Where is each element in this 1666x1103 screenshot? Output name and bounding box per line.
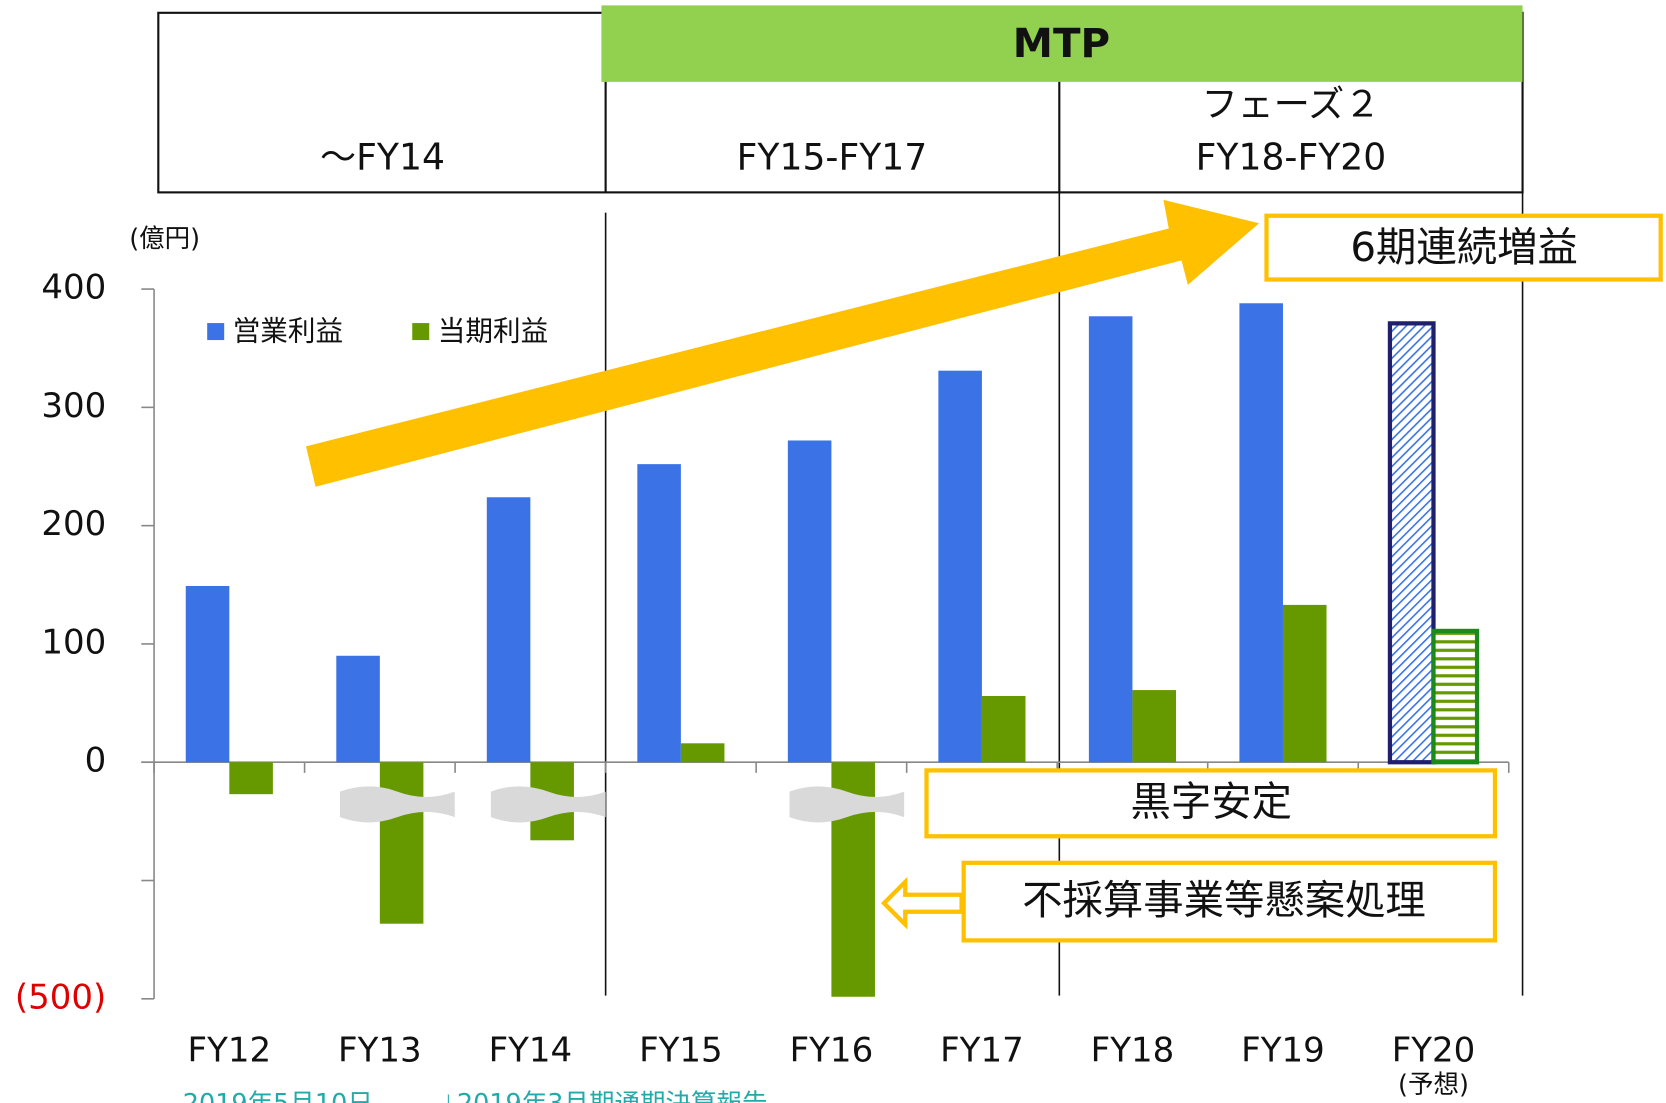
bar <box>1282 604 1327 763</box>
bar <box>1431 628 1480 765</box>
axis-break <box>340 786 905 823</box>
x-tick-label: FY13 <box>338 1030 422 1070</box>
y-unit: (億円) <box>129 224 200 254</box>
bar <box>981 695 1026 763</box>
bar <box>185 585 230 763</box>
x-tick-label: FY12 <box>188 1030 272 1070</box>
bar <box>486 497 531 763</box>
annotation-box <box>961 860 1498 943</box>
bar <box>1088 316 1133 763</box>
annotation: 黒字安定 <box>1131 778 1292 825</box>
header-title: MTP <box>1013 20 1110 67</box>
bar <box>229 762 273 795</box>
bar <box>1387 321 1436 765</box>
y-tick-label: 200 <box>41 504 106 544</box>
bar <box>938 370 982 763</box>
bar <box>637 464 681 763</box>
x-tick-label: FY14 <box>489 1030 573 1070</box>
legend-swatch <box>207 323 225 341</box>
period-label: 〜FY14 <box>320 135 445 178</box>
period-label: FY18-FY20 <box>1196 135 1387 178</box>
annotation-box <box>924 768 1498 839</box>
y-tick-label: 400 <box>41 268 106 308</box>
annotation: 不採算事業等懸案処理 <box>1022 877 1426 924</box>
bar <box>1239 303 1283 763</box>
bar <box>1132 690 1177 763</box>
bar <box>787 440 832 763</box>
legend-swatch <box>412 323 430 341</box>
x-tick-label: FY20 <box>1392 1030 1476 1070</box>
pointer-arrow <box>880 876 964 930</box>
x-tick-label: FY15 <box>639 1030 723 1070</box>
x-tick-label: FY16 <box>790 1030 874 1070</box>
legend-label: 当期利益 <box>438 315 548 348</box>
x-tick-label: FY18 <box>1091 1030 1175 1070</box>
y-tick-label: 300 <box>41 386 106 426</box>
annotation: 6期連続増益 <box>1350 224 1577 271</box>
x-tick-label: FY19 <box>1241 1030 1325 1070</box>
y-tick-label: (500) <box>15 977 106 1017</box>
x-tick-label: FY17 <box>940 1030 1024 1070</box>
forecast-label: (予想) <box>1398 1070 1469 1100</box>
bar <box>336 655 380 763</box>
trend-arrow <box>306 199 1260 487</box>
bar <box>379 762 424 924</box>
period-label: FY15-FY17 <box>737 135 928 178</box>
bar <box>680 743 725 763</box>
annotation-box <box>1264 213 1663 282</box>
y-tick-label: 0 <box>85 741 107 781</box>
mtp-band <box>601 5 1523 82</box>
period-label: フェーズ２ <box>1202 82 1381 125</box>
y-tick-label: 100 <box>41 622 106 662</box>
footer-title: 2019年3月期通期決算報告 <box>457 1089 768 1103</box>
legend-label: 営業利益 <box>233 315 343 348</box>
footer-date: 2019年5月10日 <box>183 1089 373 1103</box>
